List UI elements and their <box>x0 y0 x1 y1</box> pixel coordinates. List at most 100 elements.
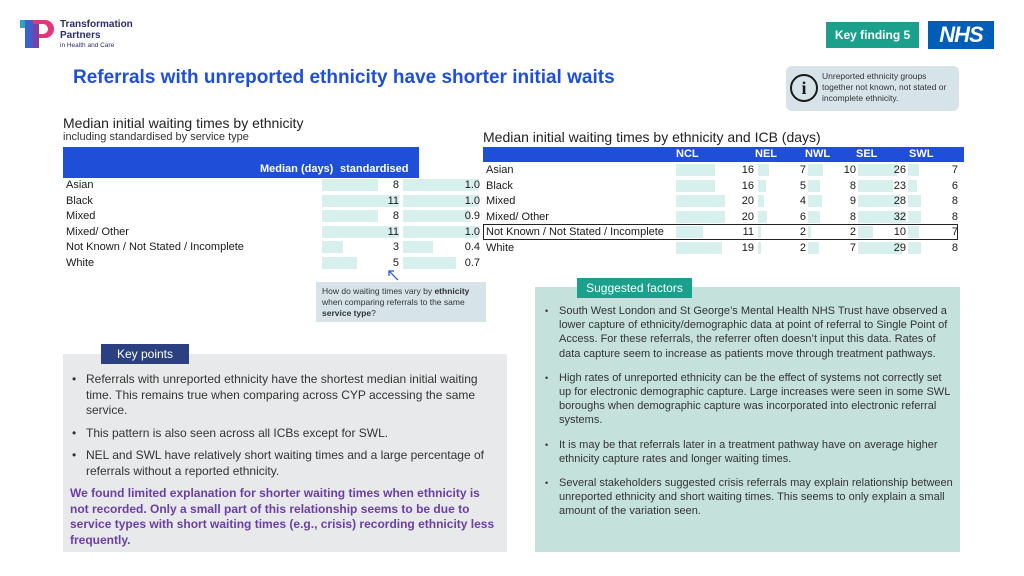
icb-value: 8 <box>951 242 958 254</box>
icb-value-bar <box>758 226 761 239</box>
icb-value-bar <box>858 164 897 176</box>
callout-text-2: when comparing referrals to the same <box>322 297 465 307</box>
std-value: 1.0 <box>464 179 480 191</box>
icb-value: 28 <box>893 195 906 208</box>
icb-value: 7 <box>951 226 958 239</box>
icb-value: 7 <box>799 164 806 176</box>
info-icon: i <box>790 74 818 102</box>
row-label: Not Known / Not Stated / Incomplete <box>486 226 664 239</box>
left-table-row: Mixed 8 0.9 <box>63 209 480 224</box>
icb-value: 20 <box>741 210 754 223</box>
row-label: White <box>66 256 95 269</box>
row-label: Asian <box>66 179 94 191</box>
logo-line-1: Transformation <box>60 19 133 30</box>
icb-value: 16 <box>741 164 754 176</box>
icb-value-bar <box>676 179 715 192</box>
right-table-row: White 19 2 7 29 8 <box>483 241 964 256</box>
icb-value-bar <box>758 164 769 176</box>
icb-value-bar <box>758 195 764 208</box>
icb-value-bar <box>758 210 767 223</box>
logo-line-2: Partners <box>60 30 101 41</box>
nhs-logo: NHS <box>928 21 994 49</box>
row-label: Black <box>486 179 513 192</box>
row-label: Not Known / Not Stated / Incomplete <box>66 241 244 253</box>
row-label: Black <box>66 194 93 207</box>
median-bar <box>322 256 357 269</box>
icb-value: 8 <box>849 179 856 192</box>
left-table-header: Median - Median (days) standardised <box>63 147 464 178</box>
key-point-item: Referrals with unreported ethnicity have… <box>70 372 500 419</box>
icb-value-bar <box>808 242 819 254</box>
icb-value-bar <box>858 210 906 223</box>
left-table-row: White 5 0.7 <box>63 256 480 271</box>
icb-value: 10 <box>843 164 856 176</box>
icb-value: 29 <box>893 242 906 254</box>
icb-column-header: SEL <box>856 148 878 160</box>
icb-value: 6 <box>951 179 958 192</box>
right-table-row: Not Known / Not Stated / Incomplete 11 2 2 1… <box>483 225 964 240</box>
callout-box: How do waiting times vary by ethnicity w… <box>316 282 486 322</box>
median-bar <box>322 225 399 238</box>
icb-value-bar <box>858 179 893 192</box>
icb-value: 6 <box>799 210 806 223</box>
std-bar <box>403 241 433 253</box>
median-bar <box>322 210 378 222</box>
right-table-row: Mixed/ Other 20 6 8 32 8 <box>483 210 964 225</box>
std-value: 0.7 <box>464 256 480 269</box>
left-table-row: Black 11 1.0 <box>63 194 480 209</box>
icb-value-bar <box>758 242 761 254</box>
suggested-factor-item: High rates of unreported ethnicity can b… <box>542 371 956 428</box>
left-table-title: Median initial waiting times by ethnicit… <box>63 115 304 131</box>
row-label: Mixed/ Other <box>66 225 129 238</box>
std-bar <box>403 225 479 238</box>
icb-value-bar <box>858 242 902 254</box>
right-table-header: NCL NEL NWL SEL SWL <box>483 147 964 162</box>
logo-text: Transformation Partners in Health and Ca… <box>60 19 133 50</box>
key-point-item: NEL and SWL have relatively short waitin… <box>70 448 500 479</box>
icb-value: 4 <box>799 195 806 208</box>
icb-value-bar <box>908 242 921 254</box>
key-finding-badge: Key finding 5 <box>826 22 919 48</box>
icb-column-header: SWL <box>909 148 934 160</box>
icb-value-bar <box>808 210 820 223</box>
icb-value-bar <box>908 164 919 176</box>
icb-value: 19 <box>741 242 754 254</box>
icb-value-bar <box>908 179 917 192</box>
icb-value-bar <box>908 226 919 239</box>
row-label: White <box>486 242 515 254</box>
std-bar <box>403 194 479 207</box>
left-table-row: Asian 8 1.0 <box>63 178 480 193</box>
icb-value: 2 <box>849 226 856 239</box>
std-value: 0.9 <box>464 210 480 222</box>
suggested-factor-item: It is may be that referrals later in a t… <box>542 438 956 466</box>
icb-value: 8 <box>849 210 856 223</box>
right-table-row: Mixed 20 4 9 28 8 <box>483 194 964 209</box>
info-text: Unreported ethnicity groups together not… <box>822 71 947 103</box>
right-table-title: Median initial waiting times by ethnicit… <box>483 129 821 145</box>
icb-value-bar <box>808 179 820 192</box>
icb-value: 16 <box>741 179 754 192</box>
icb-value: 2 <box>799 242 806 254</box>
icb-value: 23 <box>893 179 906 192</box>
icb-value-bar <box>758 179 766 192</box>
icb-value-bar <box>908 195 921 208</box>
key-points-tag: Key points <box>101 344 189 364</box>
median-value: 5 <box>392 256 399 269</box>
icb-column-header: NCL <box>676 148 699 160</box>
icb-value: 11 <box>742 226 754 239</box>
icb-value: 7 <box>951 164 958 176</box>
median-bar <box>322 241 343 253</box>
callout-bold-2: service type <box>322 308 372 318</box>
icb-column-header: NWL <box>805 148 831 160</box>
left-table-subtitle: including standardised by service type <box>63 131 249 143</box>
median-value: 8 <box>392 210 399 222</box>
median-value: 8 <box>392 179 399 191</box>
key-points-conclusion: We found limited explanation for shorter… <box>70 486 495 547</box>
page-title: Referrals with unreported ethnicity have… <box>73 67 615 88</box>
icb-value: 9 <box>849 195 856 208</box>
median-bar <box>322 179 378 191</box>
icb-value-bar <box>676 195 725 208</box>
col-median-std-line1: Median - <box>419 148 465 160</box>
icb-value-bar <box>676 210 725 223</box>
suggested-factors-tag: Suggested factors <box>577 278 692 298</box>
